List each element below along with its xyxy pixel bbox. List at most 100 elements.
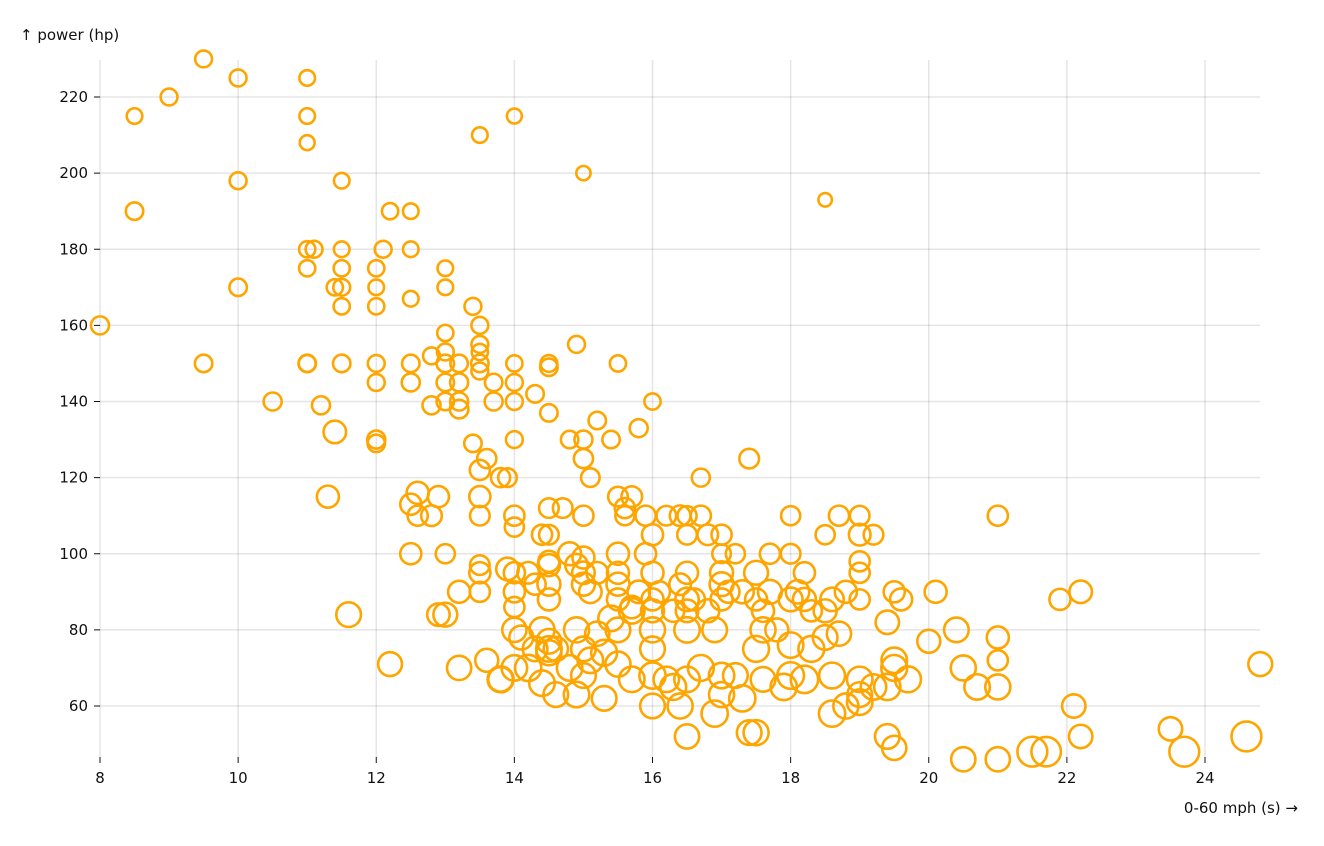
data-point xyxy=(638,692,667,720)
data-point xyxy=(432,601,459,628)
data-point xyxy=(566,334,587,355)
data-point xyxy=(535,638,563,667)
data-point xyxy=(521,635,549,663)
data-point xyxy=(817,661,847,690)
data-point xyxy=(923,579,948,605)
data-point xyxy=(468,580,492,604)
data-point xyxy=(470,361,490,381)
data-point xyxy=(1067,723,1094,750)
x-tick-label: 14 xyxy=(505,769,524,787)
data-point xyxy=(738,447,761,470)
data-point xyxy=(228,171,248,191)
data-point xyxy=(470,334,490,355)
data-point xyxy=(297,353,318,374)
data-point xyxy=(1247,650,1274,678)
data-point xyxy=(537,496,561,520)
data-point xyxy=(525,383,546,404)
data-point xyxy=(825,620,853,648)
data-point xyxy=(617,665,646,694)
data-point xyxy=(468,458,492,482)
data-point xyxy=(1030,735,1063,768)
data-point xyxy=(1068,579,1094,605)
data-point xyxy=(297,258,317,278)
data-point xyxy=(724,542,747,565)
data-point xyxy=(366,258,386,278)
data-point xyxy=(779,542,802,565)
data-point xyxy=(446,579,472,605)
dots xyxy=(89,49,1274,773)
data-point xyxy=(587,410,608,431)
data-point xyxy=(325,277,345,297)
data-point xyxy=(613,496,637,520)
data-point xyxy=(776,660,806,691)
data-point xyxy=(496,467,519,489)
data-point xyxy=(425,602,451,628)
data-point xyxy=(504,372,525,393)
data-point xyxy=(799,598,824,623)
data-point xyxy=(729,579,756,605)
data-point xyxy=(483,372,504,393)
data-point xyxy=(436,259,455,278)
data-point xyxy=(445,654,473,682)
data-point xyxy=(421,395,442,416)
data-point xyxy=(819,586,846,613)
data-point xyxy=(675,523,699,546)
data-point xyxy=(435,342,456,362)
data-point xyxy=(727,683,757,713)
data-point xyxy=(516,560,541,585)
data-point xyxy=(847,522,872,547)
data-point xyxy=(468,504,491,527)
data-point xyxy=(332,258,352,278)
data-point xyxy=(942,616,970,644)
data-point xyxy=(701,616,729,644)
data-point xyxy=(707,680,736,709)
data-point xyxy=(572,504,595,528)
data-point xyxy=(742,559,770,586)
x-tick-label: 12 xyxy=(367,769,386,787)
data-point xyxy=(707,661,736,690)
data-point xyxy=(435,323,455,343)
data-point xyxy=(882,579,907,604)
data-point xyxy=(764,617,790,643)
data-point xyxy=(562,616,591,644)
data-point xyxy=(467,484,492,509)
data-point xyxy=(467,560,492,585)
data-point xyxy=(1168,735,1201,768)
data-point xyxy=(674,560,700,586)
data-point xyxy=(848,550,872,573)
data-point xyxy=(859,672,888,701)
data-point xyxy=(749,665,777,693)
data-point xyxy=(542,635,570,663)
data-point xyxy=(503,516,526,538)
y-tick-label: 100 xyxy=(59,545,88,563)
data-point xyxy=(604,616,632,644)
data-point xyxy=(655,504,678,527)
data-point xyxy=(817,191,834,208)
data-point xyxy=(604,650,632,678)
data-point xyxy=(401,202,420,221)
data-point xyxy=(638,616,667,644)
y-tick-label: 220 xyxy=(59,88,88,106)
data-point xyxy=(536,587,562,612)
data-point xyxy=(504,429,525,450)
data-point xyxy=(332,240,351,259)
data-point xyxy=(606,485,630,508)
data-point xyxy=(742,718,770,747)
data-point xyxy=(435,372,456,393)
data-point xyxy=(686,653,716,683)
data-point xyxy=(504,391,525,412)
data-point xyxy=(949,745,977,773)
data-point xyxy=(538,402,559,423)
data-point xyxy=(193,353,214,374)
data-point xyxy=(398,541,423,566)
y-axis-label: ↑ power (hp) xyxy=(20,26,119,44)
data-point xyxy=(750,598,776,624)
data-point xyxy=(559,429,580,450)
data-point xyxy=(463,296,483,317)
data-point xyxy=(776,631,805,660)
data-point xyxy=(505,107,524,125)
data-point xyxy=(710,543,733,565)
x-tick-label: 22 xyxy=(1057,769,1076,787)
x-tick-label: 18 xyxy=(781,769,800,787)
